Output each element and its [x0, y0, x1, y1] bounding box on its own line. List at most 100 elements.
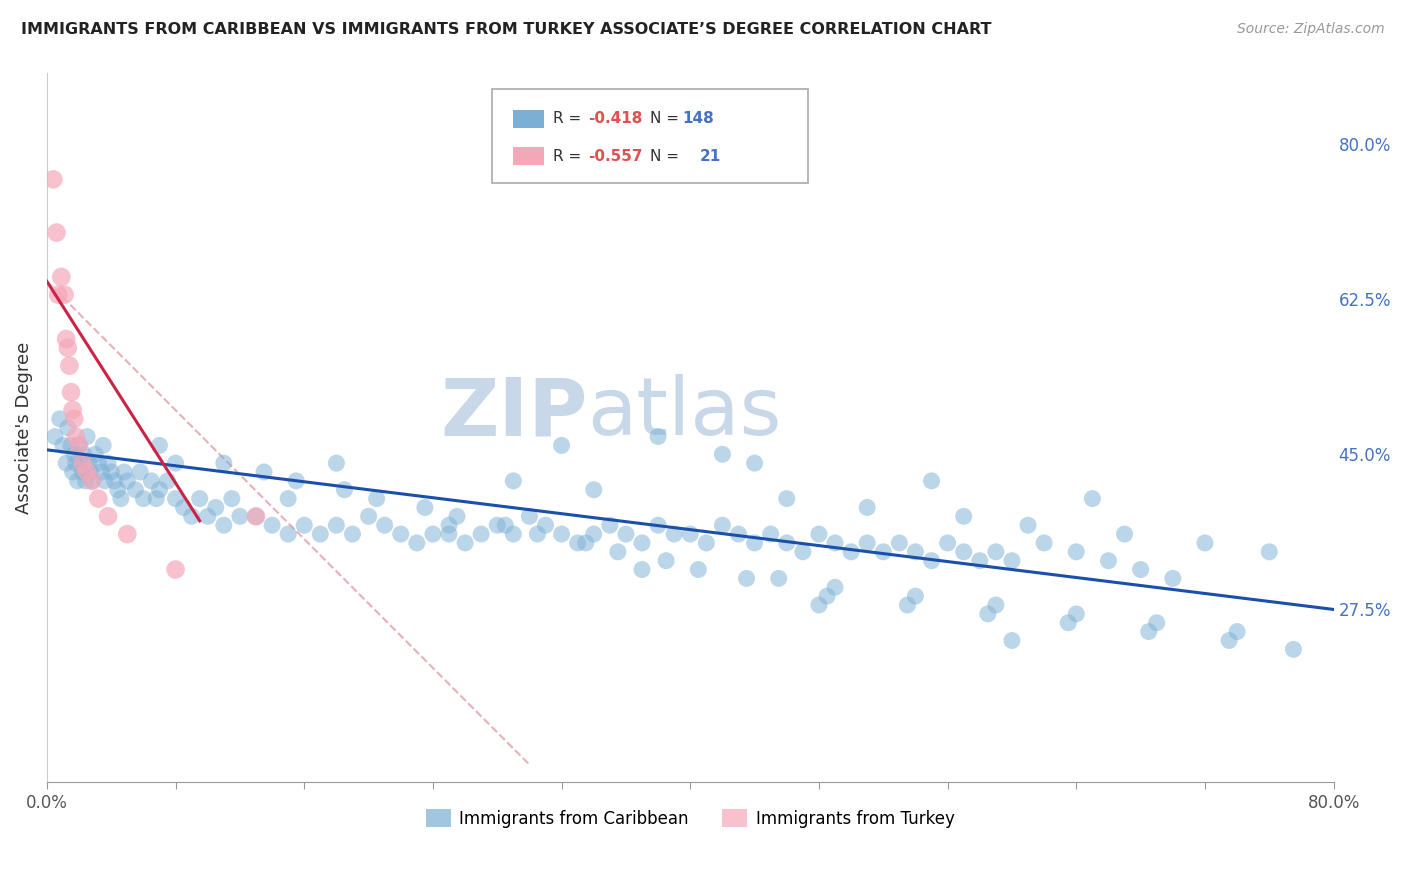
Point [53, 287, 76, 301]
Point [614, 527, 637, 541]
Point [1017, 518, 1039, 533]
Point [132, 491, 155, 506]
Text: R =: R = [553, 112, 586, 126]
Point [80, 474, 103, 488]
Point [60, 385, 83, 400]
Point [221, 491, 243, 506]
Point [1218, 633, 1240, 648]
Point [904, 545, 927, 559]
Point [87, 491, 110, 506]
Point [921, 474, 943, 488]
Point [65, 456, 87, 470]
Point [550, 527, 572, 541]
Point [977, 607, 1000, 621]
Point [80, 474, 103, 488]
Point [413, 500, 436, 515]
Point [1033, 536, 1056, 550]
Point [839, 545, 862, 559]
Point [1064, 607, 1087, 621]
Point [1001, 554, 1024, 568]
Point [76, 465, 98, 479]
Text: N =: N = [650, 149, 683, 163]
Point [148, 438, 170, 452]
Point [727, 527, 749, 541]
Point [1282, 642, 1305, 657]
Text: Source: ZipAtlas.com: Source: ZipAtlas.com [1237, 22, 1385, 37]
Point [631, 562, 654, 576]
Point [389, 527, 412, 541]
Point [647, 518, 669, 533]
Point [1057, 615, 1080, 630]
Point [815, 589, 838, 603]
Point [679, 527, 702, 541]
Point [1194, 536, 1216, 550]
Point [58, 359, 80, 373]
Point [325, 456, 347, 470]
Point [84, 447, 107, 461]
Text: atlas: atlas [588, 375, 782, 452]
Text: ZIP: ZIP [440, 375, 588, 452]
Point [63, 412, 86, 426]
Point [245, 509, 267, 524]
Point [454, 536, 477, 550]
Point [292, 518, 315, 533]
Point [188, 491, 211, 506]
Point [470, 527, 492, 541]
Point [494, 518, 516, 533]
Point [55, 456, 77, 470]
Point [204, 500, 226, 515]
Point [575, 536, 598, 550]
Point [711, 447, 734, 461]
Point [519, 509, 541, 524]
Point [55, 332, 77, 346]
Point [112, 465, 135, 479]
Text: N =: N = [650, 112, 683, 126]
Point [606, 545, 628, 559]
Point [46, 287, 69, 301]
Point [776, 536, 799, 550]
Point [1146, 615, 1168, 630]
Point [107, 483, 129, 497]
Point [277, 527, 299, 541]
Point [52, 438, 75, 452]
Point [526, 527, 548, 541]
Point [103, 474, 125, 488]
Point [904, 589, 927, 603]
Point [91, 438, 114, 452]
Point [366, 491, 388, 506]
Point [73, 447, 96, 461]
Point [60, 438, 83, 452]
Point [67, 438, 90, 452]
Point [792, 545, 814, 559]
Point [357, 509, 380, 524]
Point [77, 456, 100, 470]
Point [75, 474, 97, 488]
Point [141, 474, 163, 488]
Point [655, 554, 678, 568]
Point [245, 509, 267, 524]
Point [197, 509, 219, 524]
Y-axis label: Associate's Degree: Associate's Degree [15, 342, 32, 514]
Point [148, 483, 170, 497]
Point [969, 554, 991, 568]
Point [534, 518, 557, 533]
Point [599, 518, 621, 533]
Point [333, 483, 356, 497]
Point [889, 536, 911, 550]
Point [69, 456, 91, 470]
Text: -0.418: -0.418 [588, 112, 643, 126]
Point [56, 420, 79, 434]
Point [567, 536, 589, 550]
Point [952, 545, 974, 559]
Point [1064, 545, 1087, 559]
Point [44, 429, 66, 443]
Point [325, 518, 347, 533]
Point [422, 527, 444, 541]
Point [165, 562, 187, 576]
Point [56, 341, 79, 355]
Point [984, 545, 1007, 559]
Point [145, 491, 167, 506]
Point [212, 456, 235, 470]
Point [744, 536, 766, 550]
Point [776, 491, 799, 506]
